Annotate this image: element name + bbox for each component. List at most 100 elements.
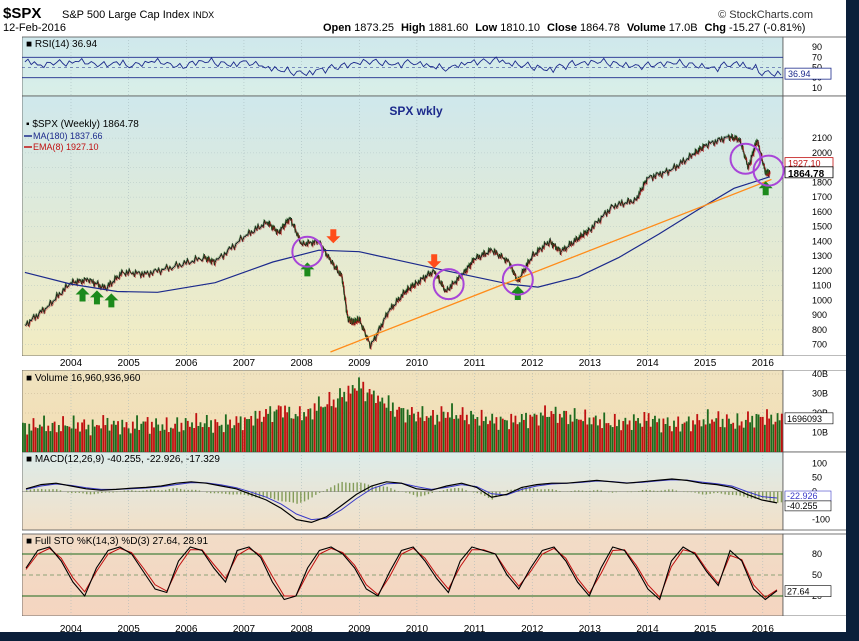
macd-histogram-bar <box>221 491 223 494</box>
macd-histogram-bar <box>33 488 35 492</box>
volume-bar <box>239 416 242 452</box>
date-axis-tick-2013: 2013 <box>579 358 602 369</box>
volume-bar <box>381 397 384 452</box>
macd-histogram-bar <box>585 490 587 492</box>
volume-bar <box>311 419 314 452</box>
volume-bar <box>506 420 508 452</box>
volume-bar <box>231 428 234 452</box>
volume-bar <box>429 415 432 452</box>
volume-bar <box>290 418 293 452</box>
volume-bar <box>286 412 289 452</box>
macd-histogram-bar <box>127 490 129 492</box>
macd-histogram-bar <box>660 490 662 492</box>
volume-bar <box>341 397 344 452</box>
volume-bar <box>229 419 231 452</box>
volume-bar <box>725 414 728 452</box>
macd-histogram-bar <box>375 486 377 492</box>
volume-bar <box>666 417 669 452</box>
volume-bar <box>343 391 346 452</box>
volume-bar <box>349 393 352 452</box>
macd-histogram-bar <box>608 491 610 493</box>
volume-bar <box>163 429 166 452</box>
macd-histogram-bar <box>777 491 779 503</box>
volume-bar <box>284 405 286 452</box>
macd-histogram-bar <box>728 491 730 495</box>
date-axis-band <box>0 356 859 370</box>
chart-header: $SPX S&P 500 Large Cap Index INDX 12-Feb… <box>0 0 859 36</box>
volume-bar <box>72 415 75 452</box>
volume-bar <box>203 423 206 452</box>
volume-bar <box>573 408 576 452</box>
volume-bar <box>683 422 686 452</box>
volume-bar <box>243 417 246 452</box>
volume-bar <box>332 399 335 452</box>
volume-bar <box>153 427 155 452</box>
bottom-date-axis-tick-2009: 2009 <box>348 624 371 635</box>
price-tick-1300: 1300 <box>812 251 832 261</box>
volume-bar <box>24 423 26 452</box>
macd-histogram-bar <box>172 488 174 492</box>
macd-histogram-bar <box>266 491 268 498</box>
volume-bar <box>613 413 616 452</box>
volume-bar <box>730 423 732 452</box>
volume-bar <box>440 406 443 452</box>
date-axis-tick-2006: 2006 <box>175 358 198 369</box>
macd-histogram-bar <box>653 490 655 492</box>
volume-bar <box>188 426 191 452</box>
volume-bar <box>66 426 69 452</box>
macd-histogram-bar <box>577 490 580 492</box>
ema-legend: EMA(8) 1927.10 <box>33 142 99 152</box>
macd-histogram-bar <box>217 491 219 494</box>
volume-bar <box>32 418 35 452</box>
volume-bar <box>148 433 151 452</box>
macd-histogram-bar <box>194 489 197 492</box>
date-axis-tick-2004: 2004 <box>60 358 83 369</box>
volume-bar <box>776 413 779 452</box>
volume-bar <box>747 411 749 452</box>
volume-bar <box>700 426 703 452</box>
volume-bar <box>630 429 633 452</box>
annotation-spx-wkly: SPX wkly <box>389 104 443 118</box>
ohlc-label: Chg <box>704 22 729 34</box>
volume-bar <box>275 409 278 452</box>
macd-tick--100: -100 <box>812 515 830 525</box>
volume-bar <box>161 424 164 452</box>
volume-bar <box>176 417 179 452</box>
macd-histogram-bar <box>270 491 272 499</box>
volume-bar <box>565 410 568 452</box>
date-axis-tick-2005: 2005 <box>118 358 141 369</box>
volume-bar <box>180 422 183 452</box>
volume-bar <box>508 429 511 452</box>
macd-histogram-bar <box>529 487 531 492</box>
price-tick-800: 800 <box>812 325 827 335</box>
volume-bar <box>510 413 513 452</box>
volume-bar <box>81 422 84 452</box>
volume-bar <box>347 385 350 452</box>
volume-bar <box>102 415 105 452</box>
volume-bar <box>719 426 722 452</box>
sto-tick-50: 50 <box>812 570 822 580</box>
ohlc-item-high: High 1881.60 <box>401 22 468 34</box>
macd-histogram-bar <box>698 491 700 494</box>
volume-bar <box>68 426 71 452</box>
volume-tick-10B: 10B <box>812 428 828 438</box>
macd-histogram-bar <box>352 482 355 492</box>
date-axis-tick-2007: 2007 <box>233 358 256 369</box>
volume-bar <box>592 417 595 452</box>
volume-bar <box>723 427 726 452</box>
ohlc-value: 1881.60 <box>428 22 469 34</box>
volume-bar <box>220 424 223 452</box>
volume-bar <box>254 410 257 452</box>
macd-histogram-bar <box>149 489 152 492</box>
macd-histogram-bar <box>713 491 715 494</box>
macd-histogram-bar <box>236 491 238 495</box>
macd-histogram-bar <box>232 491 234 495</box>
volume-bar <box>478 425 481 452</box>
volume-bar <box>309 408 312 452</box>
volume-bar <box>282 417 284 452</box>
volume-bar <box>482 421 485 452</box>
macd-histogram-bar <box>731 491 734 495</box>
volume-bar <box>345 401 348 452</box>
volume-bar <box>334 407 337 452</box>
macd-histogram-bar <box>225 491 227 494</box>
